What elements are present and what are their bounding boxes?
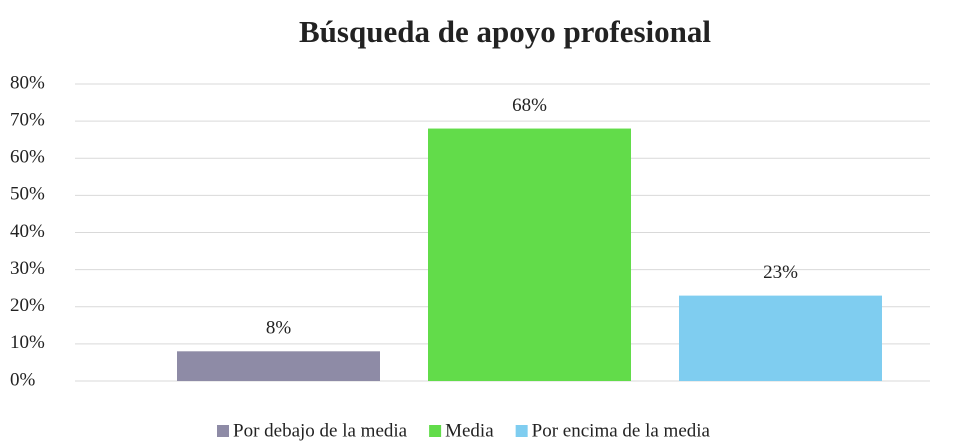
chart-title: Búsqueda de apoyo profesional xyxy=(299,14,711,49)
y-tick-label: 70% xyxy=(10,109,45,130)
y-tick-label: 50% xyxy=(10,184,45,205)
bar xyxy=(177,351,380,381)
y-tick-label: 20% xyxy=(10,295,45,316)
legend-label: Media xyxy=(445,420,494,441)
data-label: 23% xyxy=(763,262,798,283)
y-tick-label: 60% xyxy=(10,147,45,168)
legend-swatch xyxy=(515,425,528,437)
data-label: 68% xyxy=(512,95,547,116)
y-tick-label: 80% xyxy=(10,72,45,93)
y-tick-label: 40% xyxy=(10,221,45,242)
data-label: 8% xyxy=(266,318,292,339)
bar xyxy=(679,295,882,381)
y-tick-label: 10% xyxy=(10,332,45,353)
legend-label: Por encima de la media xyxy=(532,420,711,441)
legend-label: Por debajo de la media xyxy=(233,420,408,441)
legend-swatch xyxy=(429,425,442,437)
y-tick-label: 30% xyxy=(10,258,45,279)
bar xyxy=(428,128,631,381)
y-tick-label: 0% xyxy=(10,369,36,390)
legend-swatch xyxy=(217,425,229,437)
